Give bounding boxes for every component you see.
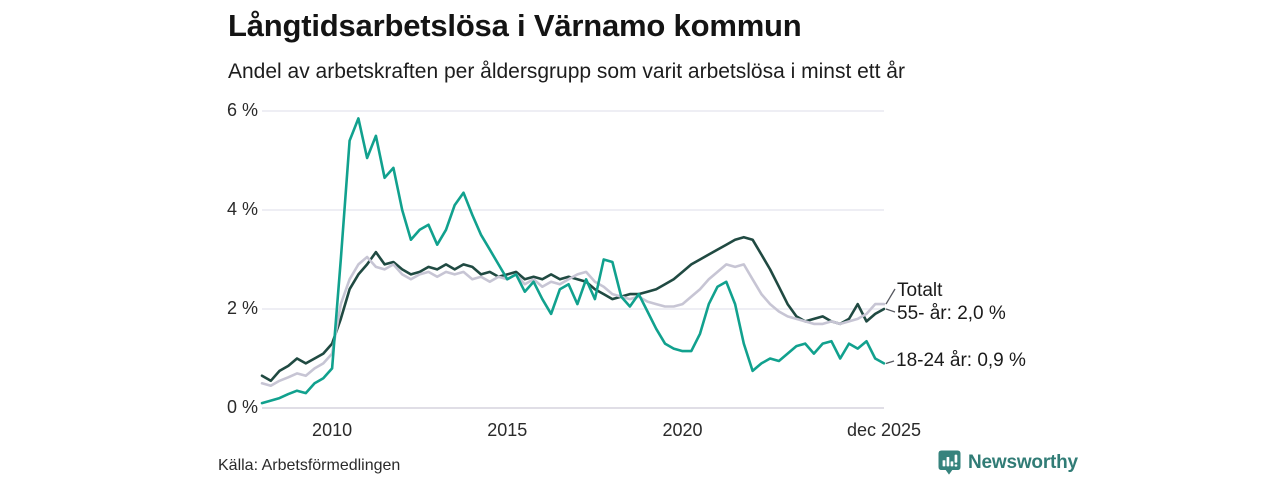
brand-name: Newsworthy — [968, 452, 1078, 473]
legend-label-18-24-ar: 18-24 år: 0,9 % — [896, 350, 1026, 371]
legend-leader-line — [885, 360, 895, 365]
series-line-totalt — [260, 255, 886, 388]
x-tick-label-2010: 2010 — [312, 420, 353, 440]
source-note: Källa: Arbetsförmedlingen — [218, 457, 401, 474]
y-tick-label-4: 4 % — [226, 199, 258, 219]
brand-lockup: Newsworthy — [938, 450, 1078, 476]
x-tick-label-2015: 2015 — [487, 420, 528, 440]
legend-label-totalt: Totalt — [897, 280, 943, 301]
page-title: Långtidsarbetslösa i Värnamo kommun — [228, 8, 802, 43]
y-tick-label-2: 2 % — [226, 298, 258, 318]
series-line-18-24-r — [260, 117, 886, 405]
legend-leader-line — [885, 288, 896, 305]
newsworthy-logo-icon — [938, 450, 961, 476]
x-tick-label-2020: 2020 — [662, 420, 703, 440]
x-tick-label-dec-2025: dec 2025 — [846, 420, 922, 440]
legend-label-55-ar: 55- år: 2,0 % — [897, 303, 1006, 324]
y-tick-label-0: 0 % — [226, 397, 258, 417]
legend-leader-line — [885, 308, 896, 313]
chart-subtitle: Andel av arbetskraften per åldersgrupp s… — [228, 60, 905, 83]
y-tick-label-6: 6 % — [226, 100, 258, 120]
